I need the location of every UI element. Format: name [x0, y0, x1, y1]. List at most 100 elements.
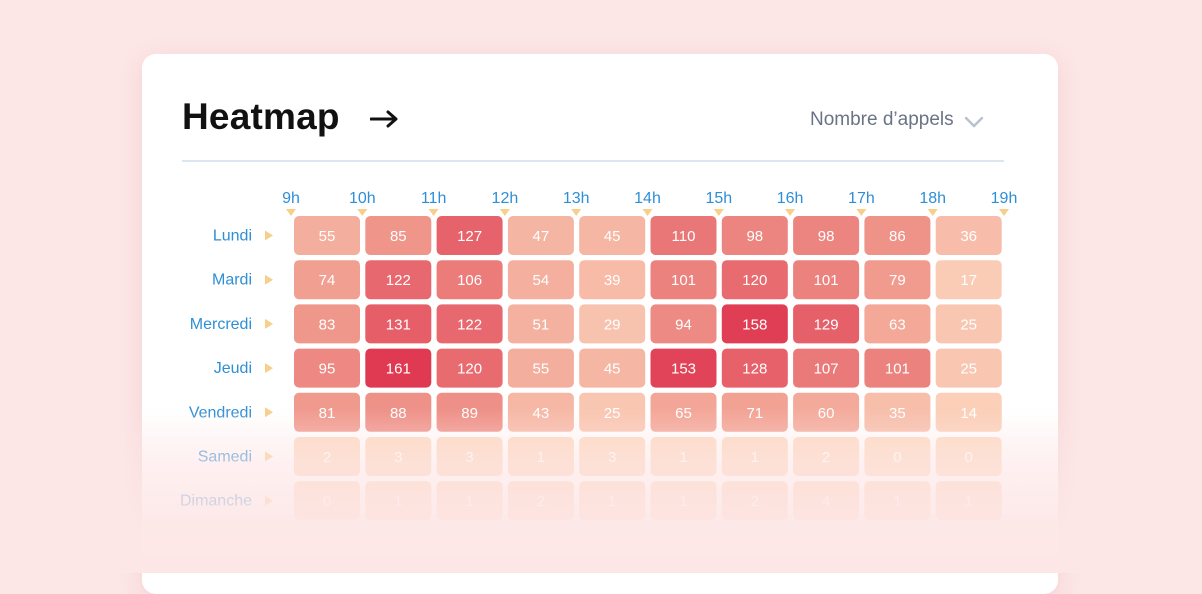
cell-value-label: 1 — [679, 449, 687, 466]
cell-value-label: 83 — [319, 316, 336, 333]
row-label: Samedi — [198, 449, 252, 466]
heatmap-cell — [436, 304, 503, 344]
heatmap-cell — [365, 304, 432, 344]
heatmap-cell — [294, 260, 360, 300]
row-marker-icon — [265, 274, 273, 285]
x-tick-marker-icon — [286, 209, 296, 216]
cell-value-label: 74 — [319, 272, 336, 289]
heatmap-cell — [793, 216, 860, 255]
cell-value-label: 36 — [960, 228, 977, 245]
cell-value-label: 3 — [394, 449, 402, 466]
cell-value-label: 63 — [889, 316, 906, 333]
x-tick-marker-icon — [785, 209, 796, 216]
heatmap-cell — [864, 216, 931, 255]
row-label: Mardi — [212, 272, 252, 289]
cell-value-label: 25 — [604, 405, 621, 422]
heatmap-cell — [650, 348, 717, 388]
heatmap-cell — [650, 216, 717, 255]
heatmap-cell — [935, 216, 1002, 255]
cell-value-label: 101 — [814, 272, 839, 289]
heatmap-cell — [793, 348, 860, 388]
x-tick-marker-icon — [713, 209, 724, 216]
cell-value-label: 127 — [457, 228, 482, 245]
row-label: Mercredi — [190, 316, 252, 333]
cell-value-label: 107 — [814, 361, 839, 378]
heatmap-cell — [721, 260, 788, 300]
heatmap-cell — [507, 216, 574, 255]
heatmap-cell — [365, 348, 432, 388]
arrow-right-icon[interactable] — [370, 108, 400, 130]
cell-value-label: 89 — [461, 405, 478, 422]
cell-value-label: 55 — [533, 361, 550, 378]
x-tick-label: 16h — [777, 190, 804, 207]
cell-value-label: 81 — [319, 405, 336, 422]
heatmap-cell — [721, 216, 788, 255]
heatmap-cell — [294, 348, 360, 388]
cell-value-label: 1 — [965, 493, 973, 510]
cell-value-label: 120 — [742, 272, 767, 289]
x-tick-marker-icon — [571, 209, 582, 216]
x-tick-label: 12h — [492, 190, 519, 207]
cell-value-label: 25 — [960, 316, 977, 333]
x-tick-marker-icon — [856, 209, 867, 216]
heatmap-cell — [294, 304, 360, 344]
row-label: Jeudi — [214, 360, 252, 377]
heatmap-cell — [721, 304, 788, 344]
heatmap-cell — [935, 304, 1002, 344]
cell-value-label: 60 — [818, 405, 835, 422]
row-marker-icon — [265, 451, 273, 462]
heatmap-cell — [935, 260, 1002, 300]
metric-dropdown[interactable]: Nombre d’appels — [810, 106, 984, 134]
heatmap-chart: 9h 10h 11h 12h 13h 14h 15h 16h 17h 18h 19h Lundi 55 8… — [180, 190, 1017, 521]
x-tick-label: 10h — [349, 190, 376, 207]
cell-value-label: 47 — [533, 228, 550, 245]
row-marker-icon — [265, 230, 273, 241]
cell-value-label: 98 — [818, 228, 835, 245]
heatmap-cell — [507, 260, 574, 300]
cell-value-label: 79 — [889, 272, 906, 289]
chevron-down-icon — [964, 116, 983, 128]
cell-value-label: 2 — [537, 493, 545, 510]
x-tick-label: 18h — [919, 190, 946, 207]
cell-value-label: 1 — [537, 449, 545, 466]
cell-value-label: 101 — [885, 361, 910, 378]
cell-value-label: 4 — [822, 493, 830, 510]
cell-value-label: 161 — [386, 361, 411, 378]
cell-value-label: 0 — [323, 493, 331, 510]
cell-value-label: 94 — [675, 316, 692, 333]
heatmap-cell — [793, 260, 860, 300]
x-tick-label: 11h — [421, 190, 447, 207]
cell-value-label: 1 — [893, 493, 901, 510]
cell-value-label: 158 — [742, 316, 767, 333]
x-tick-marker-icon — [927, 209, 938, 216]
cell-value-label: 35 — [889, 405, 906, 422]
cell-value-label: 95 — [319, 361, 336, 378]
cell-value-label: 2 — [822, 449, 830, 466]
heatmap-cell — [864, 260, 931, 300]
cell-value-label: 129 — [814, 316, 839, 333]
cell-value-label: 110 — [672, 228, 696, 245]
cell-value-label: 0 — [893, 449, 901, 466]
cell-value-label: 2 — [323, 449, 331, 466]
x-tick-marker-icon — [357, 209, 368, 216]
heatmap-cell — [579, 260, 646, 300]
row-label: Lundi — [213, 228, 252, 245]
cell-value-label: 25 — [960, 361, 977, 378]
cell-value-label: 71 — [746, 405, 763, 422]
x-tick-marker-icon — [642, 209, 653, 216]
cell-value-label: 128 — [742, 361, 767, 378]
heatmap-cell — [507, 304, 574, 344]
heatmap-cell — [436, 348, 503, 388]
heatmap-cell — [721, 348, 788, 388]
row-label: Dimanche — [180, 493, 252, 510]
cell-value-label: 54 — [533, 272, 550, 289]
cell-value-label: 85 — [390, 228, 407, 245]
cell-value-label: 43 — [533, 405, 550, 422]
cell-value-label: 122 — [386, 272, 411, 289]
x-tick-label: 13h — [563, 190, 590, 207]
cell-value-label: 120 — [457, 361, 482, 378]
heatmap-cell — [579, 348, 646, 388]
cell-value-label: 14 — [960, 405, 977, 422]
heatmap-cell — [507, 348, 574, 388]
heatmap-cell — [864, 348, 931, 388]
